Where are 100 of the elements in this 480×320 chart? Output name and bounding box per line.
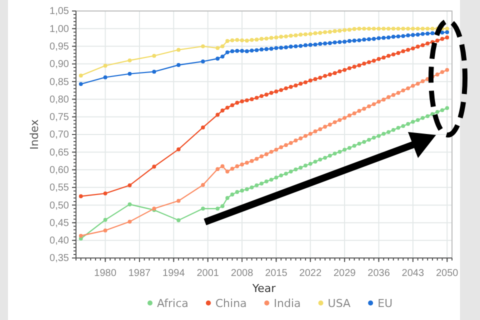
y-tick-label: 0,45 (50, 218, 70, 229)
point (240, 162, 244, 166)
point (416, 26, 420, 31)
x-tick-label: 1994 (162, 268, 186, 279)
point (78, 194, 83, 198)
legend-label: EU (378, 297, 393, 310)
point (254, 156, 259, 161)
point (274, 36, 278, 40)
point (391, 52, 396, 56)
point (244, 187, 249, 192)
point (304, 164, 308, 168)
point (342, 40, 347, 44)
point (240, 99, 244, 104)
point (396, 34, 400, 38)
y-tick-label: 1,05 (50, 6, 70, 18)
point (396, 126, 400, 130)
point (298, 136, 303, 140)
point (348, 28, 352, 32)
point (235, 48, 240, 53)
point (342, 28, 347, 32)
x-tick-label: 1987 (128, 268, 152, 279)
point (304, 43, 308, 48)
point (332, 40, 337, 44)
point (435, 72, 440, 76)
point (201, 206, 205, 211)
point (298, 166, 303, 170)
point (376, 26, 381, 31)
point (216, 167, 220, 172)
y-tick-label: 0,35 (50, 253, 70, 264)
point (416, 32, 420, 37)
point (288, 44, 293, 49)
point (128, 202, 132, 206)
point (244, 98, 249, 102)
point (244, 49, 249, 54)
point (401, 34, 406, 38)
point (332, 120, 337, 124)
point (240, 48, 244, 53)
point (401, 88, 406, 92)
point (254, 48, 259, 52)
point (279, 46, 284, 50)
point (274, 176, 278, 180)
point (230, 166, 234, 171)
point (386, 95, 390, 100)
point (216, 46, 220, 50)
point (308, 78, 312, 82)
point (367, 26, 371, 31)
point (338, 40, 342, 44)
point (338, 69, 342, 74)
point (103, 228, 108, 232)
point (440, 30, 444, 34)
point (313, 77, 318, 82)
point (313, 160, 318, 164)
point (128, 220, 132, 224)
x-tick-label: 2029 (333, 268, 356, 279)
point (357, 142, 362, 146)
point (176, 198, 180, 203)
point (372, 58, 376, 63)
point (176, 147, 180, 152)
y-tick-label: 0,70 (50, 130, 70, 141)
point (420, 26, 425, 31)
point (338, 118, 342, 122)
point (332, 152, 337, 156)
y-tick-label: 0,50 (50, 200, 70, 212)
point (357, 63, 362, 68)
point (308, 132, 312, 136)
point (250, 97, 254, 102)
point (342, 148, 347, 152)
point (362, 26, 366, 31)
point (396, 90, 400, 95)
legend-label: India (274, 297, 301, 310)
point (420, 32, 425, 36)
point (78, 74, 83, 78)
point (264, 47, 268, 52)
y-tick-label: 0,90 (50, 59, 70, 70)
point (152, 70, 156, 74)
point (288, 141, 293, 145)
point (348, 113, 352, 118)
point (298, 32, 303, 37)
point (225, 106, 230, 110)
point (152, 164, 156, 169)
point (274, 148, 278, 152)
point (284, 172, 288, 176)
point (318, 42, 322, 46)
point (352, 38, 356, 43)
point (420, 79, 425, 84)
point (220, 108, 224, 112)
point (313, 31, 318, 36)
point (396, 26, 400, 31)
point (298, 82, 303, 86)
point (396, 51, 400, 55)
point (440, 36, 444, 41)
point (406, 48, 410, 52)
point (416, 118, 420, 122)
point (410, 120, 415, 124)
point (201, 125, 205, 130)
point (435, 110, 440, 114)
point (372, 136, 376, 140)
point (382, 26, 386, 31)
point (152, 54, 156, 58)
point (279, 145, 284, 150)
